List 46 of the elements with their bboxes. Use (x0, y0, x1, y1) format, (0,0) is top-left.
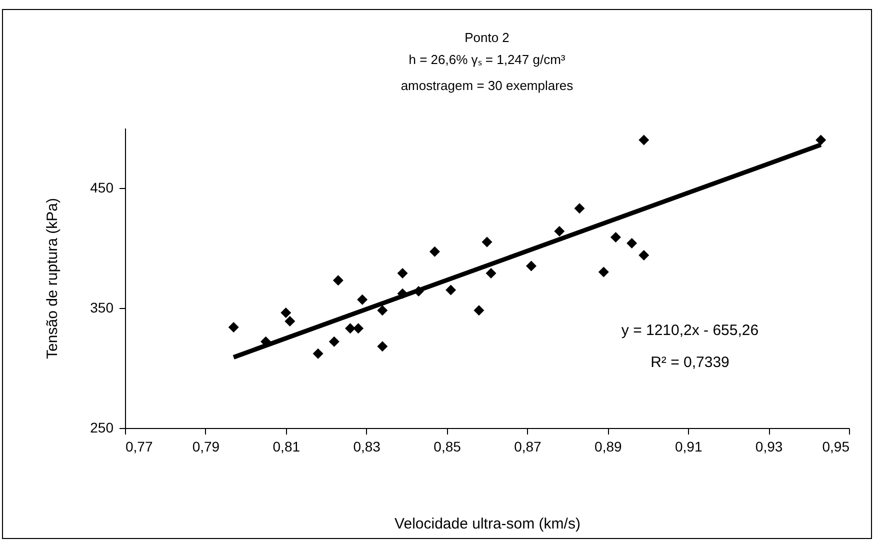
y-tick-label: 250 (90, 420, 114, 436)
point (526, 260, 536, 272)
y-tick-label: 450 (90, 180, 114, 196)
x-tick-label: 0,79 (192, 438, 220, 454)
x-tick-label: 0,77 (126, 438, 153, 454)
x-axis-title: Velocidade ultra-som (km/s) (394, 516, 580, 532)
point (482, 236, 492, 248)
point (554, 226, 565, 236)
point (328, 336, 340, 347)
x-tick-label: 0,93 (755, 438, 783, 454)
x-tick-label: 0,85 (434, 438, 462, 454)
point (345, 323, 356, 334)
point (228, 322, 239, 332)
point (638, 250, 650, 260)
annotation: R² = 0,7339 (650, 354, 730, 371)
point (574, 203, 585, 214)
point (284, 316, 296, 326)
point (816, 134, 826, 146)
point (377, 341, 388, 352)
x-tick-label: 0,89 (594, 438, 622, 454)
x-tick-label: 0,91 (674, 438, 702, 454)
y-tick-label: 350 (90, 300, 114, 316)
y-axis-title: Tensão de ruptura (kPa) (44, 198, 62, 359)
point (397, 268, 408, 278)
point (486, 268, 496, 278)
point (397, 288, 408, 299)
chart-subtitle: h = 26,6% γₛ = 1,247 g/cm³ amostragem = 30 exemplares (400, 52, 574, 93)
point (332, 275, 344, 286)
annotation: y = 1210,2x - 655,26 (621, 322, 759, 339)
point (638, 134, 650, 146)
point (353, 323, 364, 334)
x-tick-label: 0,83 (353, 438, 381, 454)
point (626, 238, 638, 248)
point (377, 305, 388, 316)
point (598, 266, 609, 278)
x-tick-label: 0,81 (272, 438, 300, 454)
point (429, 246, 440, 257)
chart-title: Ponto 2 (464, 30, 510, 45)
x-tick-label: 0,87 (514, 438, 542, 454)
point (357, 294, 368, 305)
point (280, 308, 292, 318)
point (312, 348, 324, 359)
x-tick-label: 0,95 (822, 438, 850, 454)
point (446, 284, 456, 296)
point (610, 232, 621, 242)
point (474, 305, 484, 316)
